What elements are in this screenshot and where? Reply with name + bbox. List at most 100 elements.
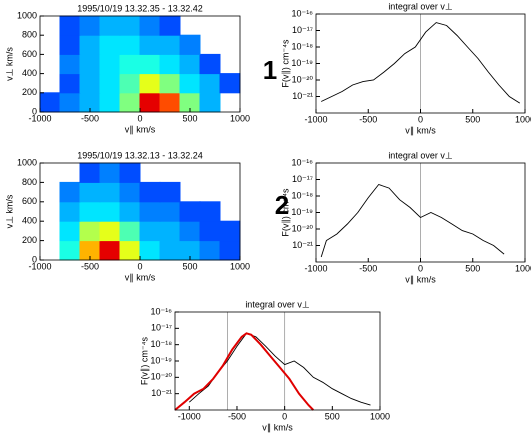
y-tick-label: 10⁻¹⁷: [292, 25, 313, 35]
heatmap-cell: [59, 181, 81, 203]
heatmap-cell: [179, 34, 201, 55]
chart-title: integral over v⊥: [245, 299, 310, 309]
y-tick-label: 10⁻²⁰: [292, 74, 314, 84]
heatmap-cell: [79, 220, 101, 242]
heatmap-cell: [179, 220, 201, 242]
x-tick-label: -500: [359, 263, 377, 273]
heatmap-cell: [99, 162, 121, 183]
heatmap-cell: [119, 73, 141, 94]
heatmap-cell: [119, 240, 141, 261]
heatmap-cell: [159, 92, 181, 113]
heatmap-cell: [139, 34, 161, 55]
x-tick-label: 500: [182, 113, 197, 123]
y-tick-label: 400: [22, 68, 37, 78]
y-tick-label: 10⁻¹⁸: [150, 339, 172, 349]
x-tick-label: 500: [182, 261, 197, 271]
x-tick-label: -500: [359, 114, 377, 124]
x-tick-label: -1000: [178, 411, 201, 421]
heatmap-cell: [99, 73, 121, 94]
y-tick-label: 10⁻¹⁶: [292, 8, 314, 18]
x-tick-label: -500: [81, 261, 99, 271]
panel-label: 1: [263, 55, 277, 85]
x-tick-label: -1000: [304, 114, 327, 124]
heatmap-cell: [119, 15, 141, 36]
plot-frame: [174, 311, 381, 411]
heatmap-cell: [179, 201, 201, 222]
heatmap-cell: [199, 240, 221, 261]
y-tick-label: 600: [22, 49, 37, 59]
heatmap-cell: [119, 34, 141, 55]
x-tick-label: -1000: [304, 263, 327, 273]
y-tick-label: 10⁻¹⁶: [151, 306, 173, 316]
y-tick-label: 10⁻²⁰: [292, 223, 314, 233]
heatmap-cell: [59, 73, 81, 94]
x-tick-label: 0: [282, 411, 287, 421]
heatmap-cell: [159, 220, 181, 242]
heatmap-cell: [139, 201, 161, 222]
x-tick-label: 500: [465, 114, 480, 124]
x-tick-label: 500: [325, 411, 340, 421]
heatmap-cell: [139, 73, 161, 94]
data-line: [174, 332, 315, 411]
y-tick-label: 10⁻¹⁷: [292, 174, 313, 184]
heatmap-cell: [59, 220, 81, 242]
heatmap-cell: [159, 73, 181, 94]
heatmap-cell: [99, 240, 121, 261]
heatmap-cell: [79, 240, 101, 261]
y-tick-label: 0: [32, 254, 37, 264]
heatmap-cell: [199, 201, 221, 222]
heatmap-cell: [159, 181, 181, 203]
x-tick-label: 1000: [230, 261, 250, 271]
y-tick-label: 10⁻¹⁷: [151, 323, 172, 333]
heatmap-cell: [79, 34, 101, 55]
x-tick-label: -500: [228, 411, 246, 421]
y-tick-label: 10⁻¹⁸: [291, 41, 313, 51]
heatmap-cell: [59, 240, 81, 261]
panel-label: 2: [275, 190, 289, 220]
x-axis-label: v∥ km/s: [405, 125, 436, 135]
data-line: [188, 332, 371, 406]
x-tick-label: -500: [81, 113, 99, 123]
y-tick-label: 10⁻¹⁸: [291, 190, 313, 200]
y-tick-label: 1000: [17, 10, 37, 20]
y-tick-label: 200: [22, 87, 37, 97]
heatmap-cell: [99, 53, 121, 75]
chart-title: integral over v⊥: [388, 150, 453, 160]
heatmap-cell: [99, 92, 121, 113]
y-tick-label: 200: [22, 235, 37, 245]
heatmap-cell: [179, 73, 201, 94]
heatmap-cell: [39, 92, 61, 113]
heatmap-cell: [159, 240, 181, 261]
heatmap-cell: [179, 240, 201, 261]
heatmap-cell: [219, 73, 241, 94]
x-tick-label: 1000: [515, 114, 531, 124]
heatmap-cell: [99, 201, 121, 222]
heatmap-cell: [79, 201, 101, 222]
heatmap-cell: [79, 73, 101, 94]
y-tick-label: 10⁻²¹: [151, 388, 172, 398]
heatmap-cell: [79, 92, 101, 113]
chart-title: integral over v⊥: [388, 1, 453, 11]
y-tick-label: 10⁻¹⁹: [291, 207, 313, 217]
x-tick-label: -1000: [28, 261, 51, 271]
y-tick-label: 600: [22, 196, 37, 206]
heatmap-cell: [139, 53, 161, 75]
heatmap-cell: [99, 220, 121, 242]
x-tick-label: 0: [418, 114, 423, 124]
y-tick-label: 800: [22, 177, 37, 187]
heatmap-cell: [79, 162, 101, 183]
y-tick-label: 10⁻²¹: [292, 91, 313, 101]
heatmap-cell: [199, 53, 221, 75]
heatmap-cell: [179, 92, 201, 113]
x-axis-label: v∥ km/s: [125, 124, 156, 134]
x-axis-label: v∥ km/s: [125, 272, 156, 282]
y-tick-label: 1000: [17, 157, 37, 167]
chart-title: 1995/10/19 13.32.35 - 13.32.42: [77, 3, 203, 13]
data-line: [320, 183, 505, 258]
heatmap-cell: [159, 53, 181, 75]
data-line: [321, 22, 521, 104]
x-axis-label: v∥ km/s: [405, 274, 436, 284]
heatmap-cell: [59, 201, 81, 222]
heatmap-cell: [179, 53, 201, 75]
y-axis-label: v⊥ km/s: [4, 194, 14, 228]
